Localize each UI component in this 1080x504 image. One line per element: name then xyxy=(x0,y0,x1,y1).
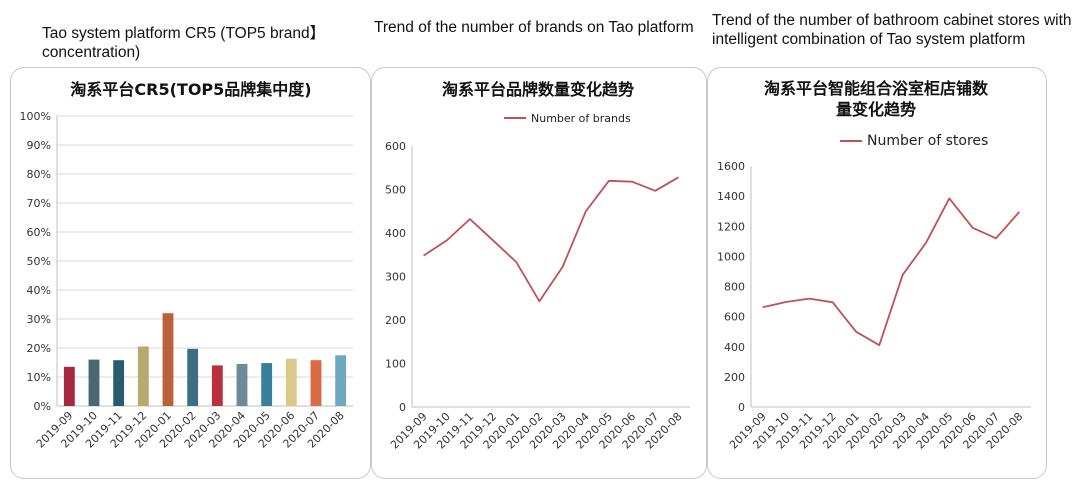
stores-chart-panel: 淘系平台智能组合浴室柜店铺数 量变化趋势 0 200 400 600 800 1000 1200… xyxy=(707,67,1047,479)
y-tick-label: 600 xyxy=(385,140,406,153)
y-tick-label: 0 xyxy=(399,401,406,414)
bar xyxy=(310,360,322,406)
y-tick-label: 30% xyxy=(27,313,51,326)
y-tick-label: 60% xyxy=(27,226,51,239)
bar xyxy=(335,355,347,406)
y-tick-label: 1600 xyxy=(717,160,745,173)
y-tick-label: 1400 xyxy=(717,190,745,203)
y-tick-label: 1200 xyxy=(717,220,745,233)
y-tick-label: 10% xyxy=(27,371,51,384)
y-tick-label: 600 xyxy=(724,311,745,324)
left-caption: Tao system platform CR5 (TOP5 brand】conc… xyxy=(42,25,326,61)
y-tick-label: 100% xyxy=(20,110,51,123)
y-tick-label: 100 xyxy=(385,358,406,371)
bar xyxy=(137,346,149,406)
bar xyxy=(261,363,273,406)
bar xyxy=(236,363,248,406)
legend-label: Number of stores xyxy=(867,133,988,149)
bar xyxy=(162,313,174,406)
middle-caption: Trend of the number of brands on Tao pla… xyxy=(374,19,694,36)
y-tick-label: 80% xyxy=(27,168,51,181)
series-line xyxy=(423,176,679,303)
cr5-chart-panel: 淘系平台CR5(TOP5品牌集中度) 0% 10% 20% 30% 40% 50% 60% 70… xyxy=(10,67,371,479)
series-line xyxy=(762,197,1020,347)
right-caption: Trend of the number of bathroom cabinet … xyxy=(712,12,1072,48)
y-tick-label: 40% xyxy=(27,284,51,297)
legend-label: Number of brands xyxy=(531,112,631,125)
y-tick-label: 70% xyxy=(27,197,51,210)
bar xyxy=(88,359,100,406)
bar xyxy=(187,348,199,406)
bar xyxy=(285,358,297,406)
chart-title-line: 淘系平台智能组合浴室柜店铺数 xyxy=(764,79,989,98)
y-tick-label: 20% xyxy=(27,342,51,355)
cr5-bar-chart: 淘系平台CR5(TOP5品牌集中度) 0% 10% 20% 30% 40% 50% 60% 70… xyxy=(20,80,353,451)
y-tick-label: 90% xyxy=(27,139,51,152)
bar xyxy=(211,365,223,406)
y-tick-label: 400 xyxy=(724,341,745,354)
y-tick-label: 500 xyxy=(385,184,406,197)
y-tick-label: 800 xyxy=(724,281,745,294)
y-tick-label: 300 xyxy=(385,271,406,284)
y-tick-label: 200 xyxy=(385,314,406,327)
chart-title: 淘系平台CR5(TOP5品牌集中度) xyxy=(70,80,311,99)
chart-title: 淘系平台品牌数量变化趋势 xyxy=(442,80,634,99)
y-tick-label: 0% xyxy=(34,400,51,413)
y-tick-label: 400 xyxy=(385,227,406,240)
y-tick-label: 200 xyxy=(724,371,745,384)
bar xyxy=(113,360,125,406)
y-tick-label: 50% xyxy=(27,255,51,268)
brands-chart-panel: 淘系平台品牌数量变化趋势 0 100 200 300 400 500 600 2019-09 20… xyxy=(371,67,707,479)
bar xyxy=(63,366,75,406)
chart-title-line: 量变化趋势 xyxy=(836,100,916,119)
y-tick-label: 0 xyxy=(738,401,745,414)
y-tick-label: 1000 xyxy=(717,250,745,263)
brands-line-chart: 淘系平台品牌数量变化趋势01002003004005006002019-0920… xyxy=(385,80,690,452)
